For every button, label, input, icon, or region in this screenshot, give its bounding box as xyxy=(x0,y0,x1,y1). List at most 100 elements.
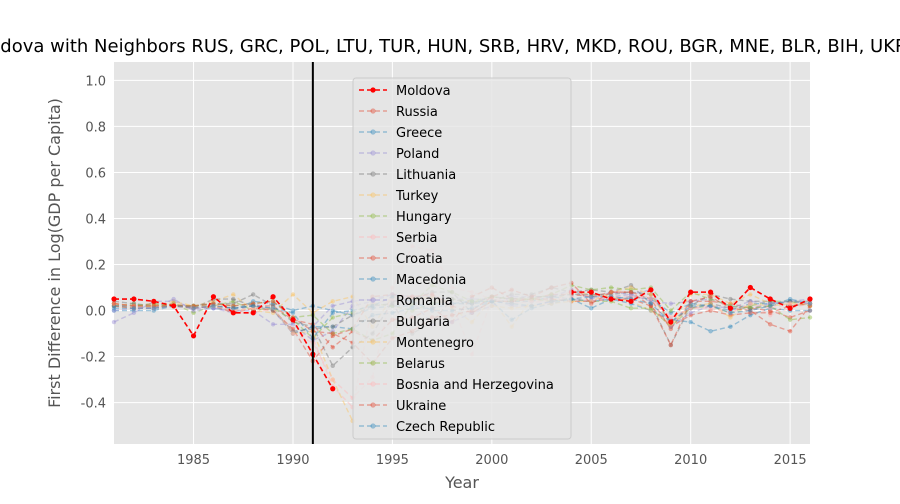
data-point xyxy=(608,289,614,295)
data-point xyxy=(768,303,773,309)
data-point xyxy=(111,306,117,311)
data-point xyxy=(748,299,753,304)
data-point xyxy=(111,308,117,313)
data-point xyxy=(648,294,654,299)
legend-item: Macedonia xyxy=(359,273,466,288)
data-point xyxy=(668,315,673,320)
legend-swatch-marker xyxy=(370,192,376,198)
legend-label: Macedonia xyxy=(396,273,466,288)
data-point xyxy=(131,303,137,309)
data-point xyxy=(589,299,594,304)
y-tick-label: 1.0 xyxy=(85,74,106,89)
data-point xyxy=(768,306,773,311)
y-tick-label: -0.2 xyxy=(81,351,106,366)
legend-swatch-marker xyxy=(370,87,376,93)
data-point xyxy=(628,298,634,304)
legend-swatch-marker xyxy=(370,339,376,345)
data-point xyxy=(330,315,335,320)
data-point xyxy=(787,299,793,304)
data-point xyxy=(728,301,733,306)
data-point xyxy=(807,308,813,313)
data-point xyxy=(290,331,296,336)
data-point xyxy=(807,301,813,306)
data-point xyxy=(668,324,673,329)
x-tick-label: 1985 xyxy=(177,453,210,468)
data-point xyxy=(330,377,335,382)
legend-label: Russia xyxy=(396,105,438,120)
data-point xyxy=(111,301,117,306)
data-point xyxy=(648,303,654,309)
data-point xyxy=(648,306,654,311)
data-point xyxy=(807,303,813,309)
legend-label: Moldova xyxy=(396,84,451,99)
data-point xyxy=(668,324,673,329)
data-point xyxy=(270,303,276,309)
y-tick-label: 0.4 xyxy=(85,212,106,227)
data-point xyxy=(191,303,196,309)
data-point xyxy=(211,301,216,306)
data-point xyxy=(211,301,216,306)
data-point xyxy=(191,303,196,309)
data-point xyxy=(807,308,813,313)
data-point xyxy=(688,299,693,304)
data-point xyxy=(707,289,714,295)
data-point xyxy=(748,292,753,297)
legend-swatch-marker xyxy=(370,150,376,156)
data-point xyxy=(648,296,654,302)
data-point xyxy=(589,294,594,299)
data-point xyxy=(589,306,594,311)
data-point xyxy=(708,303,713,309)
data-point xyxy=(648,301,654,306)
legend-label: Poland xyxy=(396,147,439,162)
data-point xyxy=(290,322,296,327)
legend-item: Montenegro xyxy=(359,336,474,351)
data-point xyxy=(210,294,217,300)
data-point xyxy=(648,308,654,313)
data-point xyxy=(787,315,793,320)
data-point xyxy=(589,296,594,302)
data-point xyxy=(151,306,156,311)
data-point xyxy=(668,319,674,325)
data-point xyxy=(768,303,773,309)
data-point xyxy=(668,342,673,348)
data-point xyxy=(330,308,335,313)
data-point xyxy=(628,285,634,290)
data-point xyxy=(648,296,654,302)
legend-swatch-marker xyxy=(370,381,376,387)
data-point xyxy=(131,303,137,309)
data-point xyxy=(748,308,753,313)
legend-swatch-marker xyxy=(370,234,376,240)
data-point xyxy=(608,289,614,295)
legend-swatch-marker xyxy=(370,213,376,219)
data-point xyxy=(708,306,713,311)
x-tick-label: 2010 xyxy=(674,453,707,468)
x-tick-label: 2005 xyxy=(575,453,608,468)
data-point xyxy=(807,301,813,306)
data-point xyxy=(330,324,335,329)
data-point xyxy=(231,306,236,311)
data-point xyxy=(608,289,614,295)
data-point xyxy=(648,292,654,297)
data-point xyxy=(668,315,673,320)
data-point xyxy=(330,333,335,339)
data-point xyxy=(251,301,256,306)
series-line xyxy=(114,295,334,390)
data-point xyxy=(628,294,634,299)
data-point xyxy=(330,386,336,392)
legend-item: Belarus xyxy=(359,357,445,372)
data-point xyxy=(131,303,137,309)
data-point xyxy=(588,289,594,295)
data-point xyxy=(151,303,156,309)
legend-label: Lithuania xyxy=(396,168,456,183)
data-point xyxy=(708,299,713,304)
data-point xyxy=(270,301,276,306)
data-point xyxy=(748,301,753,306)
data-point xyxy=(608,296,614,302)
data-point xyxy=(191,306,196,311)
data-point xyxy=(708,303,713,309)
data-point xyxy=(648,296,654,302)
data-point xyxy=(171,299,176,304)
data-point xyxy=(807,301,813,306)
data-point xyxy=(270,322,276,327)
